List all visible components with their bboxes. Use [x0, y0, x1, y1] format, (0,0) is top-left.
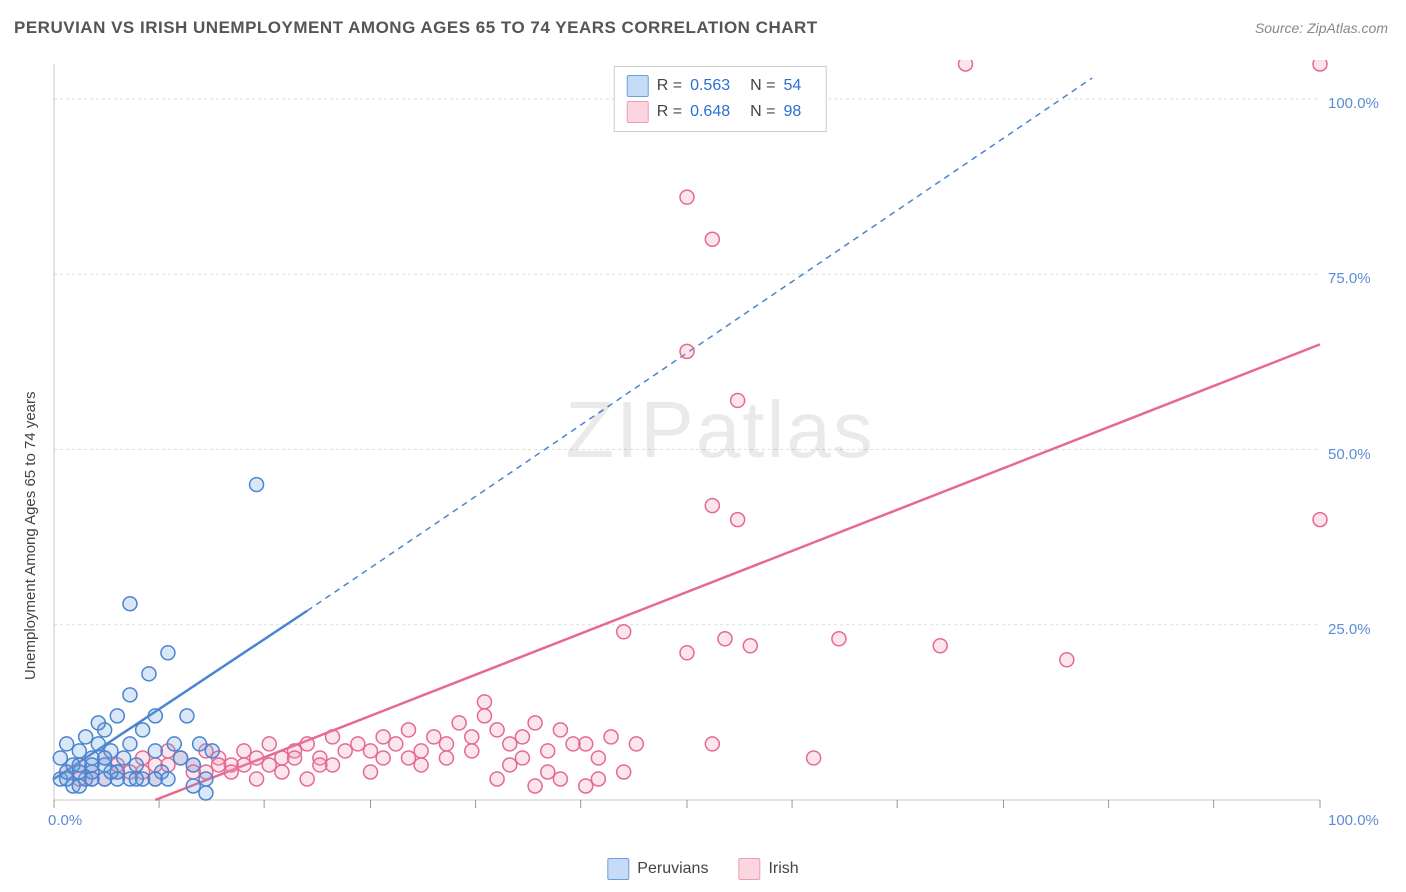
legend-swatch-irish: [627, 101, 649, 123]
source-attribution: Source: ZipAtlas.com: [1255, 20, 1388, 36]
r-value: 0.648: [690, 103, 730, 121]
y-axis-label: Unemployment Among Ages 65 to 74 years: [22, 391, 39, 680]
legend-stats-row-0: R = 0.563 N = 54: [627, 73, 814, 99]
legend-swatch-peruvians-bottom: [607, 858, 629, 880]
y-tick-75: 75.0%: [1328, 270, 1371, 287]
legend-label-peruvians: Peruvians: [637, 860, 708, 878]
legend-swatch-irish-bottom: [738, 858, 760, 880]
n-value: 98: [783, 103, 801, 121]
r-label: R =: [657, 77, 682, 95]
x-tick-100: 100.0%: [1328, 812, 1379, 829]
scatter-svg: [50, 60, 1390, 830]
legend-stats: R = 0.563 N = 54 R = 0.648 N = 98: [614, 66, 827, 132]
legend-item-peruvians: Peruvians: [607, 858, 708, 880]
y-tick-100: 100.0%: [1328, 95, 1379, 112]
y-tick-25: 25.0%: [1328, 621, 1371, 638]
legend-series: Peruvians Irish: [607, 858, 798, 880]
y-tick-50: 50.0%: [1328, 446, 1371, 463]
legend-item-irish: Irish: [738, 858, 798, 880]
n-label: N =: [750, 77, 775, 95]
legend-stats-row-1: R = 0.648 N = 98: [627, 99, 814, 125]
r-label: R =: [657, 103, 682, 121]
n-value: 54: [783, 77, 801, 95]
legend-swatch-peruvians: [627, 75, 649, 97]
plot-area: ZIPatlas R = 0.563 N = 54 R = 0.648 N = …: [50, 60, 1390, 830]
legend-label-irish: Irish: [768, 860, 798, 878]
r-value: 0.563: [690, 77, 730, 95]
chart-container: PERUVIAN VS IRISH UNEMPLOYMENT AMONG AGE…: [0, 0, 1406, 892]
x-tick-0: 0.0%: [48, 812, 82, 829]
n-label: N =: [750, 103, 775, 121]
chart-title: PERUVIAN VS IRISH UNEMPLOYMENT AMONG AGE…: [14, 18, 818, 38]
